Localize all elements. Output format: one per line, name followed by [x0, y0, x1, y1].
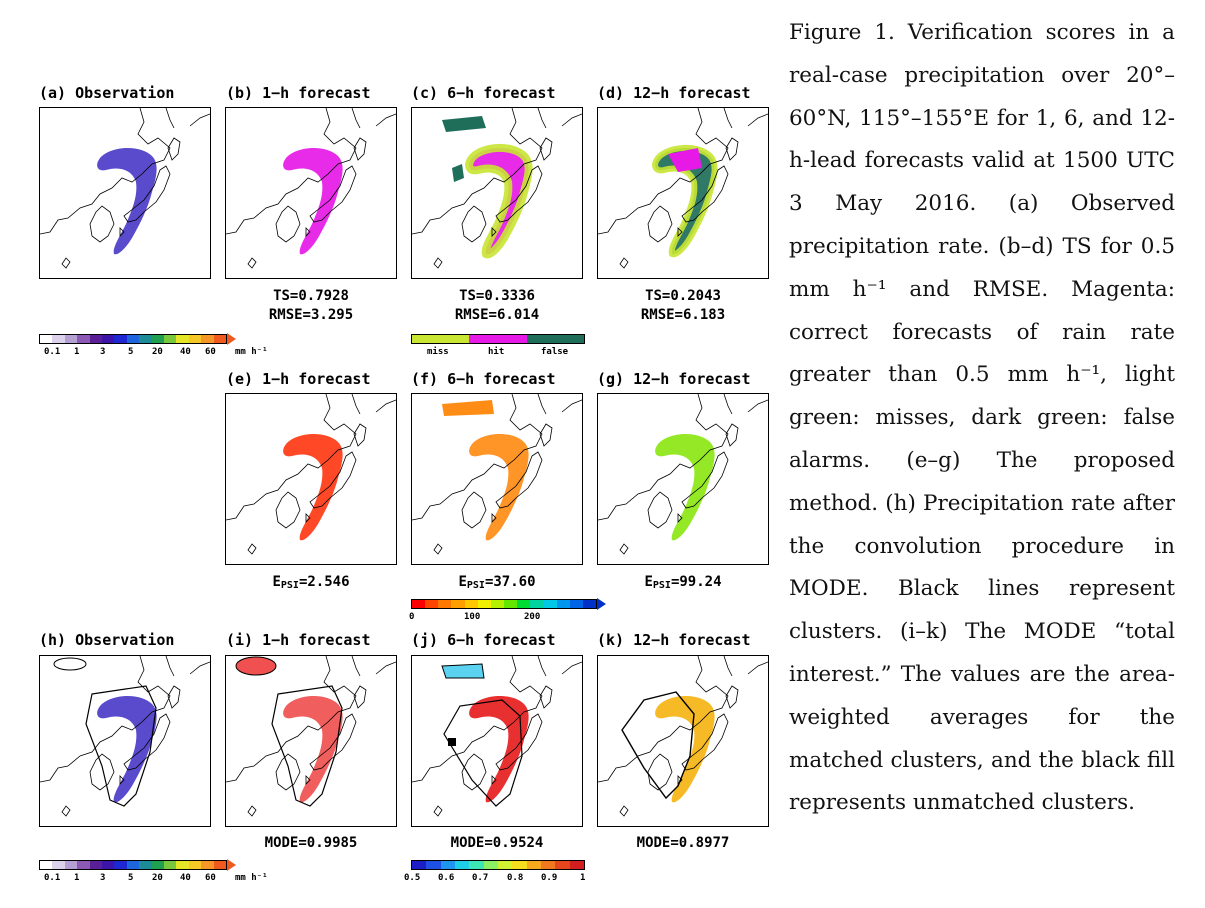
precip-tick: 5 — [128, 347, 134, 357]
precip-tick: 1 — [74, 347, 80, 357]
panel-title-c: (c) 6−h forecast — [411, 84, 556, 102]
score-b: TS=0.7928 RMSE=3.295 — [225, 287, 397, 325]
precip-tick: 5 — [128, 873, 134, 883]
mode-tick: 0.9 — [541, 873, 558, 883]
precip-colorbar-bottom-arrow — [227, 859, 236, 871]
precip-tick: 1 — [74, 873, 80, 883]
mode-tick: 0.8 — [507, 873, 524, 883]
mode-colorbar — [411, 860, 585, 870]
epsi-tick: 0 — [409, 612, 415, 622]
categorical-colorbar — [411, 334, 585, 344]
map-panel-g — [597, 393, 769, 565]
panel-title-i: (i) 1−h forecast — [226, 631, 371, 649]
rmse-score-c: RMSE=6.014 — [454, 307, 540, 323]
figure-caption: Figure 1. Verification scores in a real-… — [789, 20, 1175, 816]
ts-score-d: TS=0.2043 — [645, 288, 721, 304]
precip-tick: 20 — [152, 873, 163, 883]
map-panel-f — [411, 393, 583, 565]
mode-score-k: MODE=0.8977 — [636, 835, 730, 851]
precip-tick: 3 — [100, 873, 106, 883]
panel-title-d: (d) 12−h forecast — [597, 84, 751, 102]
ts-score-b: TS=0.7928 — [273, 288, 349, 304]
rmse-score-d: RMSE=6.183 — [640, 307, 726, 323]
categ-label-hit: hit — [488, 347, 505, 357]
ts-score-c: TS=0.3336 — [459, 288, 535, 304]
precip-tick: 40 — [180, 347, 191, 357]
panel-title-h: (h) Observation — [39, 631, 175, 649]
precip-unit: mm h⁻¹ — [235, 873, 268, 883]
map-panel-c — [411, 107, 583, 279]
precip-colorbar-top — [39, 334, 227, 344]
epsi-tick: 100 — [464, 612, 481, 622]
panel-title-j: (j) 6−h forecast — [411, 631, 556, 649]
map-panel-d — [597, 107, 769, 279]
panel-title-f: (f) 6−h forecast — [411, 370, 556, 388]
panel-title-a: (a) Observation — [39, 84, 175, 102]
map-panel-a — [39, 107, 211, 279]
panel-title-e: (e) 1−h forecast — [226, 370, 371, 388]
mode-tick: 0.5 — [404, 873, 421, 883]
precip-colorbar-top-arrow — [227, 333, 236, 345]
precip-colorbar-bottom — [39, 860, 227, 870]
epsi-score-e: EPSI=2.546 — [272, 574, 350, 591]
map-panel-e — [225, 393, 397, 565]
map-panel-i — [225, 655, 397, 827]
precip-tick: 0.1 — [44, 347, 61, 357]
map-panel-j — [411, 655, 583, 827]
mode-score-j: MODE=0.9524 — [450, 835, 544, 851]
categ-label-miss: miss — [427, 347, 449, 357]
precip-tick: 0.1 — [44, 873, 61, 883]
mode-tick: 0.6 — [438, 873, 455, 883]
map-panel-b — [225, 107, 397, 279]
precip-tick: 3 — [100, 347, 106, 357]
epsi-colorbar-arrow — [597, 598, 606, 610]
precip-tick: 40 — [180, 873, 191, 883]
mode-tick: 0.7 — [472, 873, 489, 883]
panel-title-k: (k) 12−h forecast — [597, 631, 751, 649]
mode-score-i: MODE=0.9985 — [264, 835, 358, 851]
score-c: TS=0.3336 RMSE=6.014 — [411, 287, 583, 325]
map-panel-h — [39, 655, 211, 827]
precip-tick: 20 — [152, 347, 163, 357]
epsi-score-g: EPSI=99.24 — [644, 574, 722, 591]
precip-unit: mm h⁻¹ — [235, 347, 268, 357]
rmse-score-b: RMSE=3.295 — [268, 307, 354, 323]
precip-tick: 60 — [205, 873, 216, 883]
mode-tick: 1 — [580, 873, 586, 883]
score-d: TS=0.2043 RMSE=6.183 — [597, 287, 769, 325]
epsi-colorbar — [411, 599, 597, 609]
precip-tick: 60 — [205, 347, 216, 357]
categ-label-false: false — [541, 347, 569, 357]
epsi-score-f: EPSI=37.60 — [458, 574, 536, 591]
epsi-tick: 200 — [524, 612, 541, 622]
panel-title-g: (g) 12−h forecast — [597, 370, 751, 388]
map-panel-k — [597, 655, 769, 827]
panel-title-b: (b) 1−h forecast — [226, 84, 371, 102]
